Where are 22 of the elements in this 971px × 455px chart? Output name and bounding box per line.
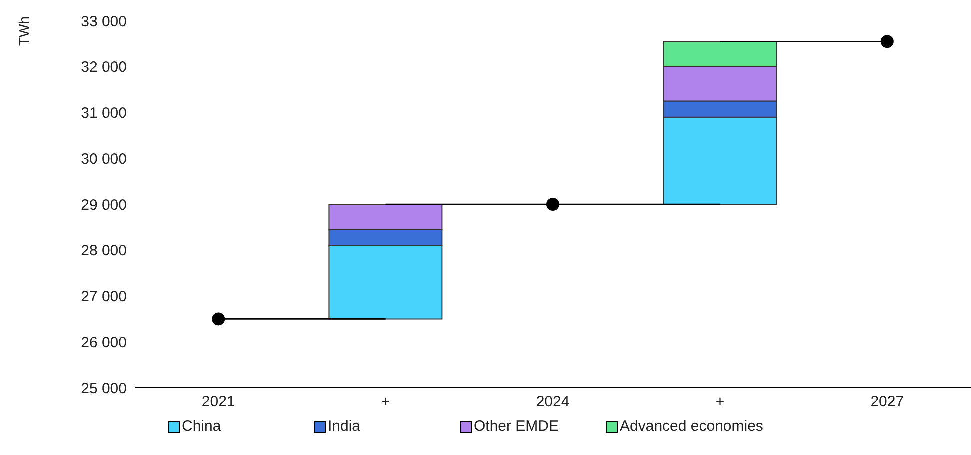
point [546,198,560,211]
x-tick-label: 2024 [536,394,570,411]
x-tick-label: 2021 [202,394,236,411]
y-tick-label: 31 000 [81,105,127,122]
legend-label: Other EMDE [474,418,560,435]
legend-label: China [182,418,222,435]
y-tick-label: 26 000 [81,334,127,352]
point [880,35,894,48]
y-axis-title: TWh [16,15,33,46]
y-tick-label: 32 000 [81,59,127,76]
y-tick-label: 33 000 [81,13,127,30]
point [212,312,226,326]
legend-label: Advanced economies [620,418,764,435]
y-tick-label: 27 000 [81,288,127,306]
y-tick-label: 29 000 [81,196,127,214]
legend-label: India [328,418,361,435]
y-tick-label: 25 000 [81,380,127,398]
y-tick-label: 28 000 [81,242,127,260]
y-tick-label: 30 000 [81,150,127,168]
x-tick-label: + [381,394,390,411]
x-tick-label: + [716,394,725,411]
x-tick-label: 2027 [870,394,904,411]
